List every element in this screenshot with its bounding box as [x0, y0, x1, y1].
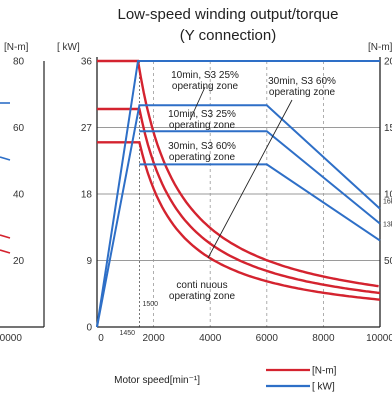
- zone-label-3: 30min, S3 60%operating zone: [168, 141, 236, 163]
- y-tick-kw-2: 18: [81, 190, 93, 201]
- zone-label-1: 30min, S3 60%operating zone: [268, 76, 336, 98]
- y-tick-nm-1: 100: [384, 190, 392, 201]
- zone-1-line-1: operating zone: [269, 87, 336, 98]
- left-partial-tick-2: 40: [13, 190, 25, 201]
- zone-label-2: 10min, S3 25%operating zone: [168, 109, 236, 131]
- left-partial-x-tick: 10000: [0, 333, 22, 344]
- left-partial-tick-0: 80: [13, 57, 25, 68]
- output-line-1: [96, 104, 381, 328]
- x-tick-0: 0: [98, 333, 104, 344]
- legend-label-0: [N-m]: [312, 366, 337, 377]
- output-line-2: [139, 130, 381, 225]
- output-line-0: [96, 60, 380, 328]
- torque-line-1: [97, 107, 381, 295]
- axis-ticks: 0 9 18 27 36 50 100 150 200 16k 13k 0 2000 4000 6000 80…: [81, 57, 392, 345]
- y-tick-kw-3: 27: [81, 123, 93, 134]
- x-mark-1500: 1500: [142, 301, 158, 308]
- left-partial-panel: 80 60 40 20 10000: [0, 57, 45, 344]
- left-partial-unit: [N-m]: [4, 42, 29, 53]
- zone-4-line-1: operating zone: [169, 291, 236, 302]
- zone-pointer-0: [189, 86, 206, 121]
- left-partial-red-segment-2: [0, 249, 11, 254]
- zone-labels: 10min, S3 25%operating zone 30min, S3 60%…: [168, 70, 336, 302]
- zone-label-0: 10min, S3 25%operating zone: [171, 70, 239, 92]
- x-mark-1450: 1450: [119, 330, 135, 337]
- x-tick-4: 8000: [312, 333, 335, 344]
- x-tick-1: 2000: [142, 333, 165, 344]
- zone-pointer-1: [207, 99, 293, 259]
- zone-4-line-0: conti nuous: [176, 280, 227, 291]
- y-tick-kw-4: 36: [81, 57, 93, 68]
- y-tick-nm-0: 50: [384, 256, 392, 267]
- y-right-unit: [N-m]: [368, 42, 392, 53]
- x-axis-label: Motor speed[min⁻¹]: [114, 375, 200, 386]
- zone-2-line-1: operating zone: [169, 120, 236, 131]
- right-small-label-0: 16k: [383, 199, 392, 206]
- y-tick-kw-1: 9: [86, 256, 92, 267]
- y-tick-nm-2: 150: [384, 123, 392, 134]
- chart-subtitle: (Y connection): [180, 27, 276, 44]
- zone-0-line-1: operating zone: [172, 81, 239, 92]
- x-tick-5: 10000: [366, 333, 392, 344]
- y-left-unit: [ kW]: [57, 42, 80, 53]
- zone-0-line-0: 10min, S3 25%: [171, 70, 239, 81]
- series-lines: [96, 59, 381, 328]
- left-partial-red-segment: [0, 234, 11, 239]
- zone-3-line-1: operating zone: [169, 152, 236, 163]
- zone-2-line-0: 10min, S3 25%: [168, 109, 236, 120]
- right-small-label-1: 13k: [383, 221, 392, 228]
- y-tick-nm-3: 200: [384, 57, 392, 68]
- torque-line-2: [97, 141, 381, 301]
- torque-line-0: [97, 59, 379, 288]
- output-line-3: [139, 163, 381, 242]
- y-tick-kw-0: 0: [86, 323, 92, 334]
- legend-label-1: [ kW]: [312, 382, 335, 393]
- left-partial-tick-1: 60: [13, 123, 25, 134]
- zone-3-line-0: 30min, S3 60%: [168, 141, 236, 152]
- left-partial-blue-segment-2: [0, 156, 11, 161]
- legend: [N-m] [ kW]: [266, 366, 337, 393]
- x-tick-3: 6000: [256, 333, 279, 344]
- zone-1-line-0: 30min, S3 60%: [268, 76, 336, 87]
- left-partial-tick-3: 20: [13, 256, 25, 267]
- x-tick-2: 4000: [199, 333, 222, 344]
- chart-title: Low-speed winding output/torque: [118, 6, 339, 23]
